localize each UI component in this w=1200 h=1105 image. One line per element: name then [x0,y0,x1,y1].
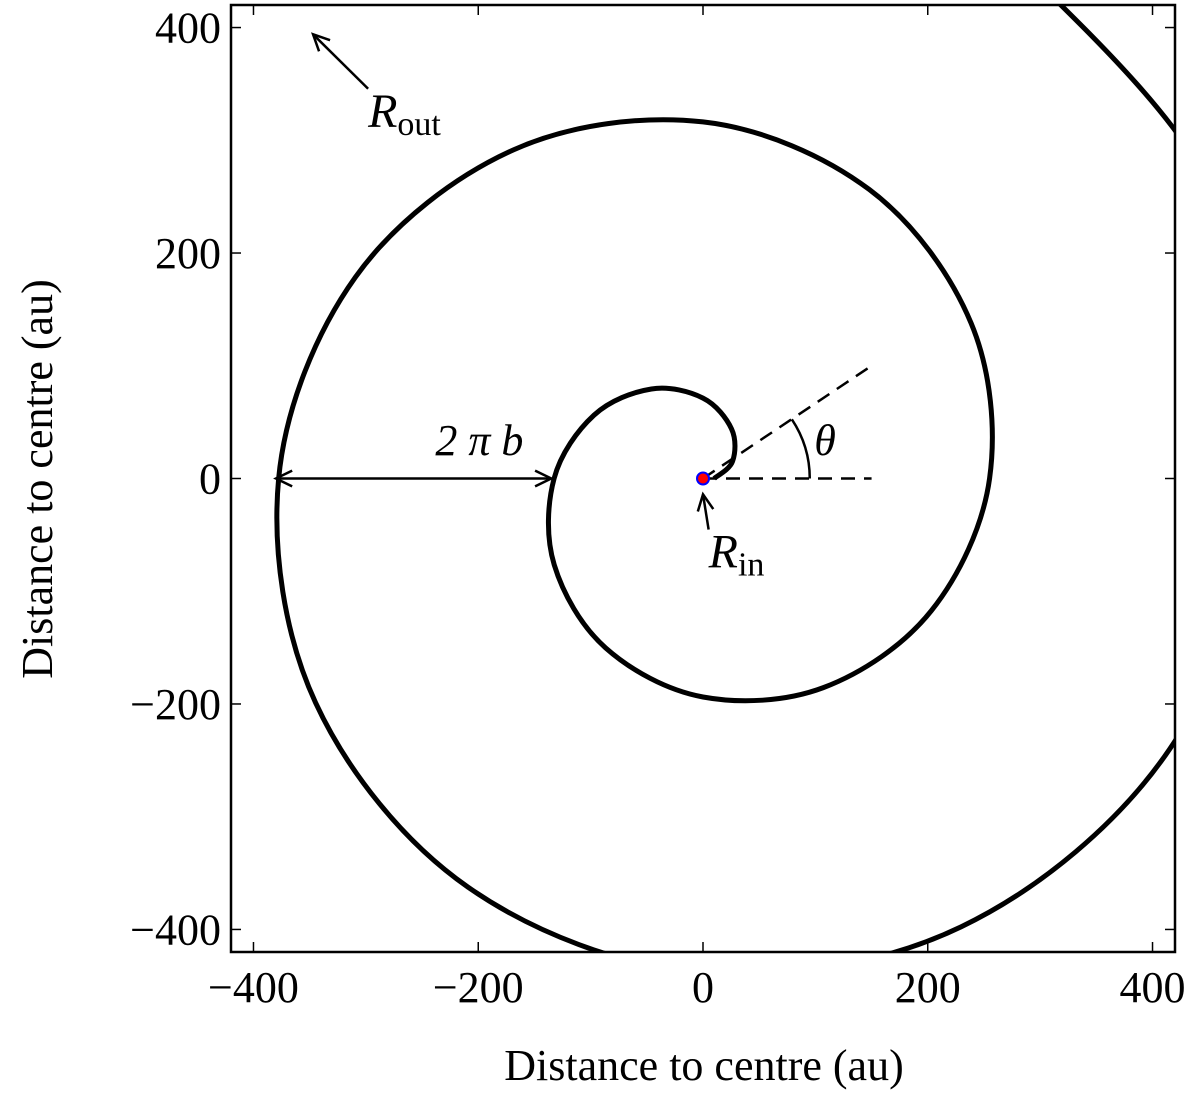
angle-label: θ [814,416,836,465]
dimension-label: 2 π b [435,416,523,465]
y-tick-label: 0 [199,455,221,504]
annotation-symbol: R [367,85,397,138]
x-tick-label: 200 [895,963,961,1012]
annotation-label: Rin [708,526,765,584]
y-tick-label: −200 [130,680,221,729]
x-tick-label: −400 [208,963,299,1012]
x-tick-label: 400 [1120,963,1186,1012]
y-tick-label: 400 [155,4,221,53]
annotation-arrow-head [696,491,715,512]
x-axis-label: Distance to centre (au) [504,1041,903,1090]
y-tick-label: −400 [130,905,221,954]
spiral-line [274,5,1175,952]
annotation-symbol: R [708,526,738,579]
angle-arc [790,418,812,479]
angle-dashed-line [702,364,873,480]
annotation-subscript: in [738,547,764,584]
dimension-arrow-head [534,469,555,488]
annotation-label: Rout [367,85,441,143]
plot-frame [229,3,1177,954]
y-axis-label: Distance to centre (au) [13,279,62,678]
y-tick-label: 200 [155,229,221,278]
x-tick-label: 0 [692,963,714,1012]
annotation-arrow [701,494,710,530]
annotation-subscript: out [397,106,441,143]
annotation-arrow [312,33,369,90]
dimension-arrow-head [273,469,293,488]
centre-marker [696,471,710,486]
annotation-arrow-head [310,32,331,52]
x-tick-label: −200 [433,963,524,1012]
